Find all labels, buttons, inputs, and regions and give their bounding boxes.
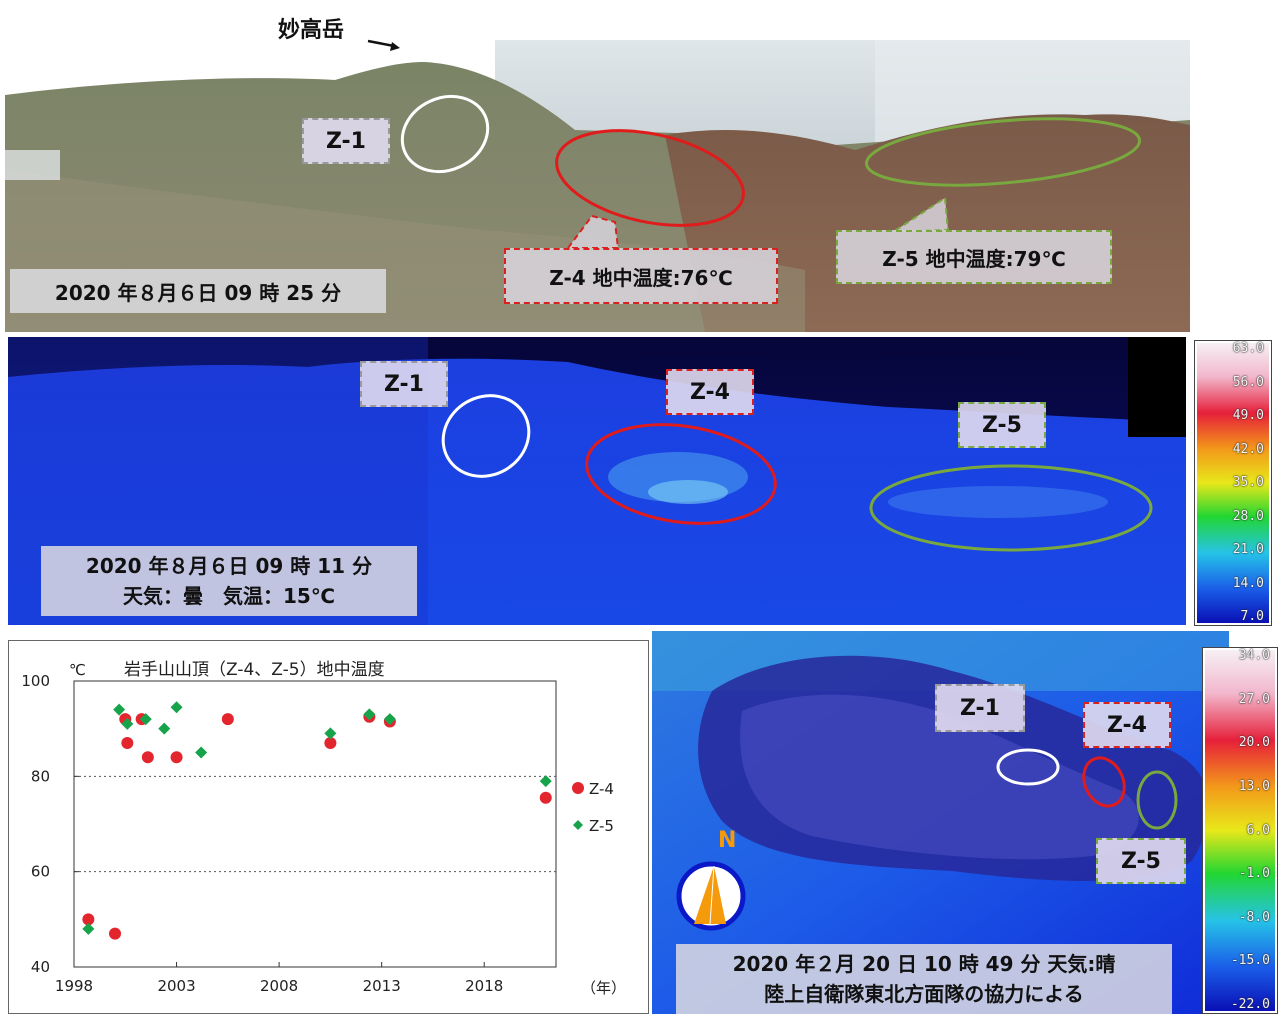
- chart-x-tick-label: 2003: [157, 977, 195, 995]
- compass-needle: [694, 866, 726, 924]
- scale-bottom-tick-label: -15.0: [1230, 953, 1270, 969]
- legend-label: Z-5: [589, 817, 614, 835]
- chart-unit-label: ℃: [69, 661, 86, 679]
- scale-bottom-tick-label: 34.0: [1238, 648, 1270, 663]
- scale-top-tick-label: 7.0: [1240, 609, 1264, 624]
- thermal-bottom-info-line2: 陸上自衛隊東北方面隊の協力による: [764, 982, 1084, 1006]
- chart-x-tick-label: 2008: [260, 977, 298, 995]
- chart-canvas: ℃ 岩手山山頂（Z-4、Z-5）地中温度 （年） 40 60 80 100 1998 20…: [21, 660, 626, 997]
- z5-data-point: [139, 713, 152, 726]
- scale-top-tick-label: 14.0: [1232, 575, 1264, 591]
- z4-data-point: [170, 751, 183, 764]
- scale-bottom-tick-label: 6.0: [1246, 822, 1270, 838]
- scale-bottom-tick-label: 27.0: [1238, 691, 1270, 707]
- scale-top-tick-label: 63.0: [1232, 341, 1264, 356]
- top-timestamp: 2020 年８月６日 09 時 25 分: [10, 269, 386, 313]
- chart-title: 岩手山山頂（Z-4、Z-5）地中温度: [124, 660, 385, 680]
- chart-plot-area: [73, 680, 557, 968]
- thermal-top-z1-label: Z-1: [360, 361, 448, 407]
- z4-data-point: [141, 751, 154, 764]
- aerial-z1-label: Z-1: [935, 684, 1025, 732]
- chart-x-tick-label: 2013: [363, 977, 401, 995]
- scale-bottom-tick-label: -22.0: [1230, 997, 1270, 1012]
- top-photo-overlays: [400, 94, 1142, 249]
- z1-ellipse: [400, 94, 490, 174]
- thermal-top-info-line2: 天気：曇 気温：15℃: [122, 584, 336, 608]
- z4-data-point: [539, 791, 552, 804]
- z5-aerial-ellipse: [1136, 770, 1178, 830]
- z5-data-point: [383, 713, 396, 726]
- z5-data-point: [170, 701, 183, 714]
- temperature-scale-bottom: [1202, 647, 1278, 1014]
- scale-top-tick-label: 28.0: [1232, 508, 1264, 524]
- top-z1-label: Z-1: [302, 118, 390, 164]
- chart-x-tick-label: 1998: [55, 977, 93, 995]
- top-z4-callout: Z-4 地中温度:76℃: [504, 248, 778, 304]
- thermal-bottom-info-line1: 2020 年２月 20 日 10 時 49 分 天気:晴: [732, 952, 1116, 976]
- z4-data-point: [109, 927, 122, 940]
- scale-bottom-tick-label: 13.0: [1238, 778, 1270, 794]
- z4-data-point: [324, 736, 337, 749]
- ground-temperature-chart: ℃ 岩手山山頂（Z-4、Z-5）地中温度 （年） 40 60 80 100 1998 20…: [8, 640, 649, 1014]
- z1-aerial-ellipse: [996, 748, 1060, 786]
- thermal-top-info: 2020 年８月６日 09 時 11 分 天気：曇 気温：15℃: [41, 546, 417, 616]
- z4-thermal-ellipse: [585, 423, 777, 525]
- z4-ellipse: [555, 129, 745, 227]
- scale-top-tick-label: 21.0: [1232, 542, 1264, 557]
- z5-ellipse: [864, 117, 1142, 187]
- thermal-top-info-line1: 2020 年８月６日 09 時 11 分: [85, 554, 373, 578]
- z4-aerial-ellipse: [1082, 756, 1126, 808]
- z5-data-point: [82, 922, 95, 935]
- peak-arrow-icon: [367, 39, 400, 51]
- legend-z5-marker: [573, 820, 583, 830]
- chart-y-tick-label: 80: [31, 767, 50, 785]
- chart-y-tick-label: 40: [31, 958, 50, 976]
- z5-data-point: [121, 717, 134, 730]
- thermal-top-overlays: [441, 394, 1153, 552]
- z5-data-point: [158, 722, 171, 735]
- scale-top-tick-label: 42.0: [1232, 441, 1264, 457]
- z5-callout-pointer: [889, 196, 950, 234]
- z5-data-point: [363, 708, 376, 721]
- z5-data-point: [195, 746, 208, 759]
- temperature-scale-top: [1194, 340, 1272, 626]
- z5-data-point: [539, 775, 552, 788]
- z4-callout-pointer: [566, 214, 620, 249]
- z5-data-point: [324, 727, 337, 740]
- z4-data-point: [221, 713, 234, 726]
- top-z5-callout: Z-5 地中温度:79℃: [836, 230, 1112, 284]
- chart-x-tick-label: 2018: [465, 977, 503, 995]
- legend-label: Z-4: [589, 780, 614, 798]
- z4-data-point: [121, 736, 134, 749]
- z5-thermal-ellipse: [869, 464, 1153, 552]
- thermal-bottom-info: 2020 年２月 20 日 10 時 49 分 天気:晴 陸上自衛隊東北方面隊の…: [676, 944, 1172, 1014]
- scale-bottom-tick-label: -1.0: [1238, 866, 1270, 882]
- scale-top-tick-label: 49.0: [1232, 408, 1264, 423]
- peak-label: 妙高岳: [278, 18, 345, 43]
- chart-y-tick-label: 100: [21, 672, 50, 690]
- scale-bottom-tick-label: -8.0: [1238, 909, 1270, 925]
- thermal-top-z4-label: Z-4: [666, 369, 754, 415]
- scale-top-tick-label: 56.0: [1232, 374, 1264, 390]
- z1-thermal-ellipse: [441, 394, 531, 478]
- thermal-top-z5-label: Z-5: [958, 402, 1046, 448]
- scale-bottom-tick-label: 20.0: [1238, 735, 1270, 751]
- chart-x-axis-label: （年）: [581, 979, 626, 997]
- aerial-z4-label: Z-4: [1083, 702, 1171, 748]
- compass-icon: [676, 861, 746, 931]
- z5-data-point: [113, 703, 126, 716]
- z4-data-point: [82, 913, 95, 926]
- scale-top-tick-label: 35.0: [1232, 475, 1264, 490]
- aerial-z5-label: Z-5: [1096, 838, 1186, 884]
- compass-north-label: N: [718, 828, 737, 853]
- legend-z4-marker: [572, 782, 584, 794]
- chart-y-tick-label: 60: [31, 863, 50, 881]
